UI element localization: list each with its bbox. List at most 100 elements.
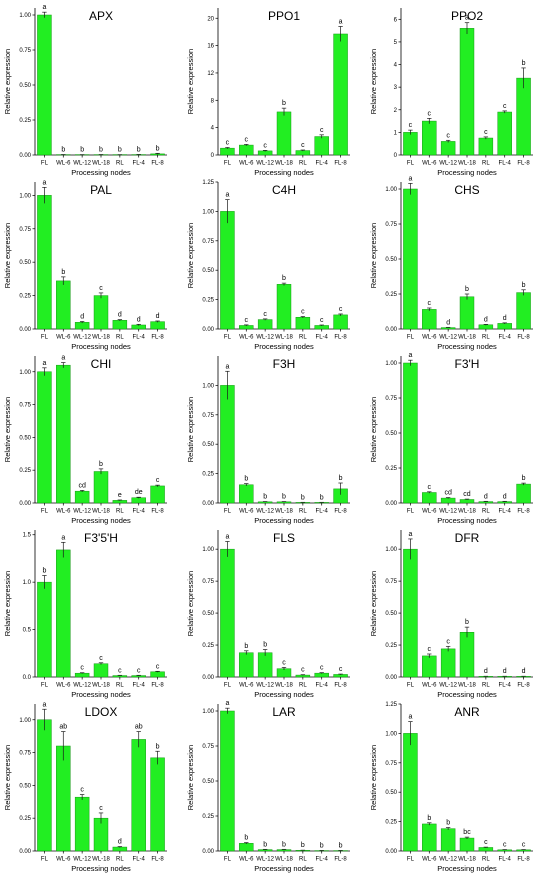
x-tick-label: FL-4	[316, 335, 329, 341]
significance-letter: bc	[463, 829, 471, 836]
significance-letter: a	[408, 175, 412, 182]
y-tick-label: 0.00	[19, 327, 31, 333]
x-tick-label: FL	[407, 161, 415, 167]
significance-letter: a	[61, 355, 65, 362]
y-tick-label: 1.0	[23, 580, 32, 586]
bar	[440, 497, 456, 504]
y-tick-label: 0.75	[19, 751, 31, 757]
y-tick-label: 0.50	[202, 611, 214, 617]
bar	[478, 137, 494, 156]
y-tick-label: 0.00	[202, 501, 214, 507]
y-axis-label: Relative expression	[369, 571, 378, 636]
significance-letter: b	[427, 815, 431, 822]
y-tick-label: 0.50	[19, 783, 31, 789]
bar	[422, 655, 437, 678]
y-tick-label: 20	[207, 16, 214, 22]
significance-letter: c	[99, 805, 103, 812]
significance-letter: ab	[135, 724, 143, 731]
y-tick-label: 1.00	[385, 187, 397, 193]
y-tick-label: 0.75	[385, 396, 397, 402]
significance-letter: c	[446, 132, 450, 139]
panel-title: APX	[89, 9, 113, 23]
panel-title: F3'H	[455, 357, 480, 371]
x-tick-label: FL-4	[316, 683, 329, 689]
x-tick-label: FL-4	[316, 509, 329, 515]
y-tick-label: 0.75	[202, 239, 214, 245]
significance-letter: c	[320, 127, 324, 134]
x-tick-label: FL	[224, 509, 232, 515]
significance-letter: d	[503, 315, 507, 322]
y-tick-label: 0.25	[385, 466, 397, 472]
y-tick-label: 0.25	[19, 118, 31, 124]
y-axis-label: Relative expression	[369, 223, 378, 288]
y-tick-label: 1.00	[202, 547, 214, 553]
x-axis-label: Processing nodes	[254, 342, 314, 351]
significance-letter: a	[408, 531, 412, 538]
significance-letter: d	[484, 316, 488, 323]
y-tick-label: 1.00	[19, 193, 31, 199]
x-tick-label: WL-12	[256, 857, 274, 863]
bar	[150, 485, 165, 504]
x-tick-label: WL-18	[275, 509, 293, 515]
x-tick-label: WL-12	[73, 161, 91, 167]
y-tick-label: 0.25	[19, 294, 31, 300]
x-tick-label: FL	[41, 857, 49, 863]
panel-chs: 0.00 0.25 0.50 0.75 1.00 a FL c WL-6 d WL-12 b WL-18…	[369, 175, 533, 351]
y-axis-label: Relative expression	[3, 49, 12, 114]
y-tick-label: 0.50	[19, 260, 31, 266]
panel-title: DFR	[455, 531, 480, 545]
x-tick-label: FL-8	[334, 161, 347, 167]
x-tick-label: RL	[299, 683, 307, 689]
bar	[239, 144, 254, 156]
x-tick-label: FL	[224, 857, 232, 863]
panel-title: CHI	[91, 357, 112, 371]
x-tick-label: FL-8	[151, 857, 164, 863]
x-tick-label: FL	[41, 683, 49, 689]
bar	[239, 484, 254, 504]
panel-ppo2: 0 1 2 3 4 5 6 c FL c WL-6 c WL-12 a WL-18 c RL c FL-4 b FL-8…	[369, 8, 533, 177]
significance-letter: d	[118, 839, 122, 846]
significance-letter: b	[320, 842, 324, 849]
x-tick-label: WL-12	[256, 335, 274, 341]
y-tick-label: 0.00	[202, 849, 214, 855]
significance-letter: a	[42, 360, 46, 367]
significance-letter: a	[42, 4, 46, 11]
y-tick-label: 0.00	[202, 327, 214, 333]
x-tick-label: WL-18	[458, 857, 476, 863]
y-tick-label: 0.50	[385, 257, 397, 263]
bar	[220, 548, 235, 678]
bar	[295, 316, 311, 330]
y-axis-label: Relative expression	[186, 223, 195, 288]
x-tick-label: FL-4	[499, 857, 512, 863]
x-tick-label: WL-18	[458, 509, 476, 515]
bar	[220, 211, 235, 330]
x-tick-label: WL-18	[92, 335, 110, 341]
panel-lar: 0.00 0.25 0.50 0.75 1.00 a FL b WL-6 b WL-12 b WL-18…	[186, 700, 350, 873]
significance-letter: c	[339, 306, 343, 313]
bar	[239, 652, 254, 678]
panel-title: ANR	[454, 705, 480, 719]
y-tick-label: 2	[394, 108, 398, 114]
significance-letter: a	[225, 192, 229, 199]
bar	[37, 719, 52, 852]
y-tick-label: 0.25	[385, 820, 397, 826]
x-tick-label: FL-4	[316, 857, 329, 863]
bar	[459, 28, 475, 156]
y-tick-label: 12	[207, 71, 214, 77]
significance-letter: a	[465, 15, 469, 22]
significance-letter: c	[282, 659, 286, 666]
significance-letter: a	[339, 18, 343, 25]
y-tick-label: 0.75	[202, 579, 214, 585]
significance-letter: c	[99, 655, 103, 662]
bar	[403, 733, 418, 852]
bar	[422, 120, 437, 156]
bar	[93, 295, 109, 330]
y-tick-label: 1.00	[385, 547, 397, 553]
bar	[239, 843, 254, 852]
significance-letter: d	[137, 316, 141, 323]
significance-letter: c	[245, 136, 249, 143]
y-tick-label: 0.00	[19, 153, 31, 159]
bar	[37, 14, 52, 156]
significance-letter: b	[282, 841, 286, 848]
significance-letter: c	[301, 309, 305, 316]
